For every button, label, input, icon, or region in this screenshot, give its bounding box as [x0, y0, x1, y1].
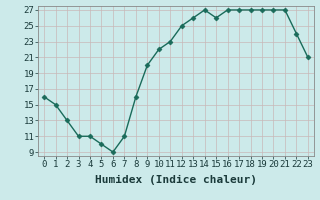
X-axis label: Humidex (Indice chaleur): Humidex (Indice chaleur) — [95, 175, 257, 185]
